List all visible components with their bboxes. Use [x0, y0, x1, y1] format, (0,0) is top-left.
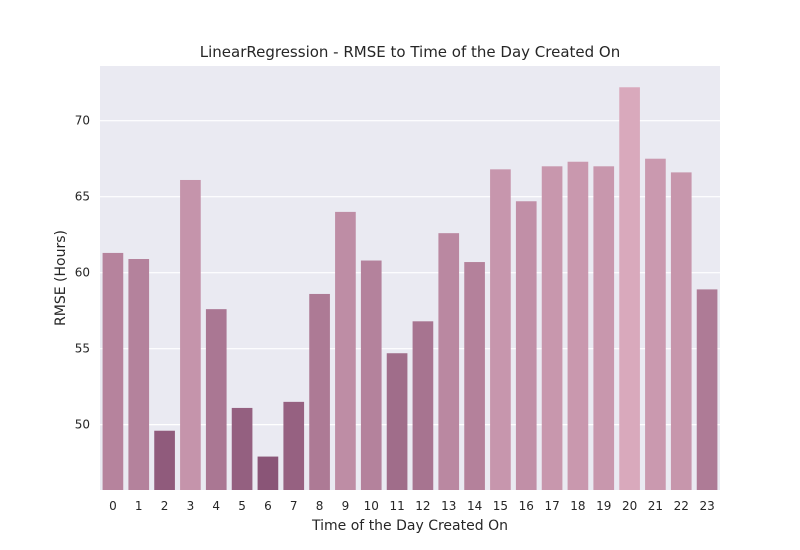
- bar-22: [670, 172, 692, 490]
- bar-19: [593, 166, 615, 490]
- x-tick-label: 12: [415, 499, 430, 513]
- x-tick-label: 7: [290, 499, 298, 513]
- bar-17: [541, 166, 563, 490]
- bar-14: [464, 262, 485, 490]
- x-tick-label: 16: [519, 499, 534, 513]
- bars: [102, 87, 718, 491]
- bar-23: [696, 289, 718, 490]
- x-axis-label: Time of the Day Created On: [311, 518, 508, 534]
- x-tick-label: 4: [212, 499, 220, 513]
- x-tick-label: 3: [187, 499, 195, 513]
- y-tick-labels: 50 55 60 65 70: [75, 114, 90, 432]
- x-tick-label: 15: [493, 499, 508, 513]
- bar-13: [438, 233, 460, 490]
- bar-6: [257, 456, 279, 490]
- grid-lines: [100, 120, 720, 426]
- x-tick-label: 13: [441, 499, 456, 513]
- x-tick-label: 11: [389, 499, 404, 513]
- bar-12: [412, 321, 434, 490]
- bar-21: [645, 158, 666, 490]
- x-tick-label: 2: [161, 499, 169, 513]
- x-tick-label: 1: [135, 499, 143, 513]
- y-tick-label: 60: [75, 266, 90, 280]
- y-tick-label: 50: [75, 418, 90, 432]
- bar-10: [360, 260, 382, 490]
- bar-7: [283, 401, 305, 490]
- plot-area: [100, 66, 720, 490]
- x-tick-label: 0: [109, 499, 117, 513]
- x-tick-label: 20: [622, 499, 637, 513]
- x-tick-label: 10: [364, 499, 379, 513]
- bar-9: [335, 211, 356, 491]
- x-tick-label: 18: [570, 499, 585, 513]
- x-tick-label: 22: [674, 499, 689, 513]
- bar-8: [309, 293, 330, 490]
- y-tick-label: 55: [75, 342, 90, 356]
- x-tick-label: 5: [238, 499, 246, 513]
- x-tick-label: 17: [544, 499, 559, 513]
- x-tick-label: 9: [342, 499, 350, 513]
- y-tick-label: 65: [75, 190, 90, 204]
- bar-3: [180, 179, 201, 490]
- chart-title: LinearRegression - RMSE to Time of the D…: [200, 43, 621, 61]
- bar-11: [386, 353, 408, 490]
- x-tick-label: 6: [264, 499, 272, 513]
- y-tick-label: 70: [75, 114, 90, 128]
- bar-20: [619, 87, 640, 490]
- bar-2: [154, 430, 175, 490]
- bar-16: [515, 201, 537, 490]
- bar-5: [231, 407, 253, 490]
- x-tick-label: 23: [699, 499, 714, 513]
- bar-0: [102, 252, 124, 490]
- bar-4: [205, 309, 227, 490]
- bar-18: [567, 161, 589, 490]
- x-tick-label: 14: [467, 499, 482, 513]
- bar-15: [490, 169, 511, 490]
- x-tick-label: 19: [596, 499, 611, 513]
- bar-1: [128, 259, 150, 490]
- x-tick-label: 8: [316, 499, 324, 513]
- x-tick-labels: 0 1 2 3 4 5 6 7 8 9 10 11 12 13 14 15 16 17 18 19 20 21 22 23: [109, 499, 715, 513]
- x-tick-label: 21: [648, 499, 663, 513]
- y-axis-label: RMSE (Hours): [53, 230, 69, 326]
